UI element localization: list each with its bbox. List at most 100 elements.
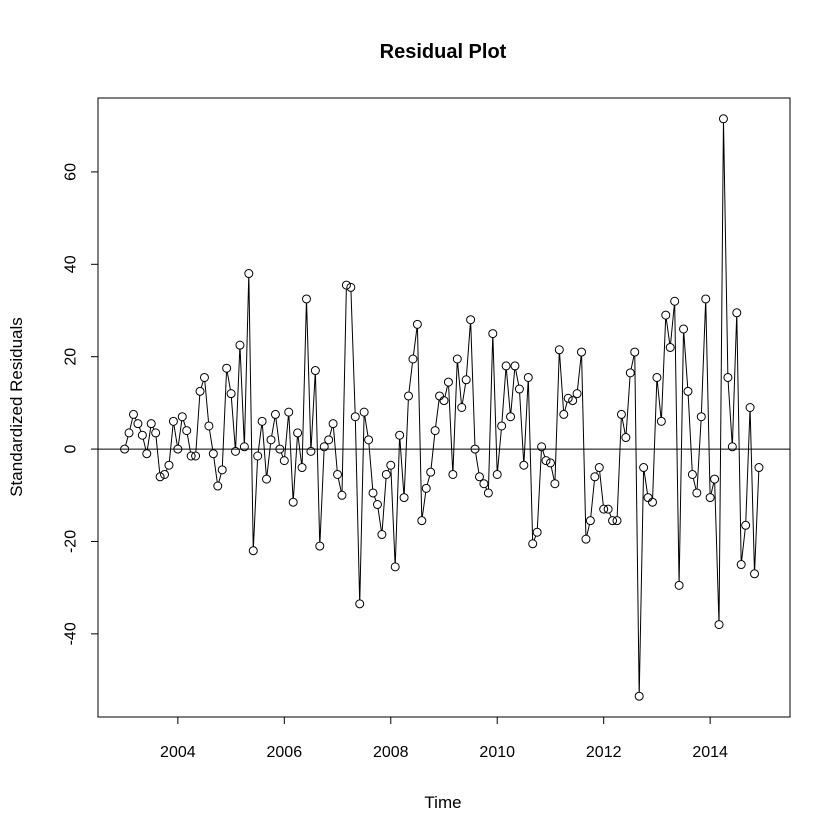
data-point [239,442,249,452]
data-point [514,384,524,394]
data-point [262,474,272,484]
data-point [173,444,183,454]
data-point [386,460,396,470]
y-axis: -40 -20 0 20 40 60 [63,163,99,645]
data-point [705,493,715,503]
data-point [208,449,218,459]
data-point [581,534,591,544]
data-point [435,391,445,401]
data-point [554,345,564,355]
data-point [284,407,294,417]
data-point [736,560,746,570]
data-point [377,530,387,540]
data-point [226,389,236,399]
x-tick-label: 2008 [373,744,409,761]
data-point [732,308,742,318]
data-point [364,435,374,445]
data-point [670,296,680,306]
data-point [474,472,484,482]
data-point [656,416,666,426]
data-point [723,372,733,382]
data-point [155,472,165,482]
data-point [488,329,498,339]
data-point [417,516,427,526]
y-axis-title: Standardized Residuals [7,317,26,497]
data-point [750,569,760,579]
data-point [395,430,405,440]
data-point [501,361,511,371]
x-tick-label: 2014 [692,744,728,761]
chart-title: Residual Plot [380,41,507,63]
data-point [585,516,595,526]
data-point [506,412,516,422]
data-point [665,342,675,352]
data-point [687,469,697,479]
data-point [497,421,507,431]
data-point [466,315,476,325]
data-point [222,363,232,373]
data-point [492,469,502,479]
data-point [523,372,533,382]
data-point [404,391,414,401]
data-point [692,488,702,498]
data-point [647,497,657,507]
data-point [146,419,156,429]
data-point [168,416,178,426]
data-point [572,389,582,399]
data-point [177,412,187,422]
x-axis-title: Time [424,793,461,812]
data-point [279,456,289,466]
data-point [231,446,241,456]
plot-area [98,114,790,701]
data-point [164,460,174,470]
data-point [639,463,649,473]
data-point [430,426,440,436]
data-point [718,114,728,124]
data-point [288,497,298,507]
data-point [199,372,209,382]
data-point [270,409,280,419]
data-point [266,435,276,445]
data-point [293,428,303,438]
data-point [337,490,347,500]
data-point [479,479,489,489]
data-point [301,294,311,304]
data-point [510,361,520,371]
plot-frame [97,97,791,718]
data-point [537,442,547,452]
data-point [346,282,356,292]
data-point [186,451,196,461]
data-point [213,481,223,491]
data-point [341,280,351,290]
y-tick-label: 60 [63,163,80,181]
data-point [297,463,307,473]
x-tick-label: 2012 [586,744,622,761]
data-point [328,419,338,429]
data-point [128,409,138,419]
data-point [674,580,684,590]
data-point [701,294,711,304]
data-point [727,442,737,452]
data-point [461,375,471,385]
data-point [350,412,360,422]
y-tick-label: 40 [63,255,80,273]
data-point [559,409,569,419]
data-point [257,416,267,426]
data-point [448,469,458,479]
data-point [133,419,143,429]
data-point [399,493,409,503]
data-point [368,488,378,498]
data-point [235,340,245,350]
data-point [457,403,467,412]
data-point [652,372,662,382]
data-point [333,469,343,479]
data-point [137,430,147,440]
residual-series-line [125,122,760,693]
data-point [306,446,316,456]
data-point [390,562,400,572]
data-point [412,319,422,329]
x-tick-label: 2006 [267,744,303,761]
data-point [590,472,600,482]
data-point [603,504,613,514]
